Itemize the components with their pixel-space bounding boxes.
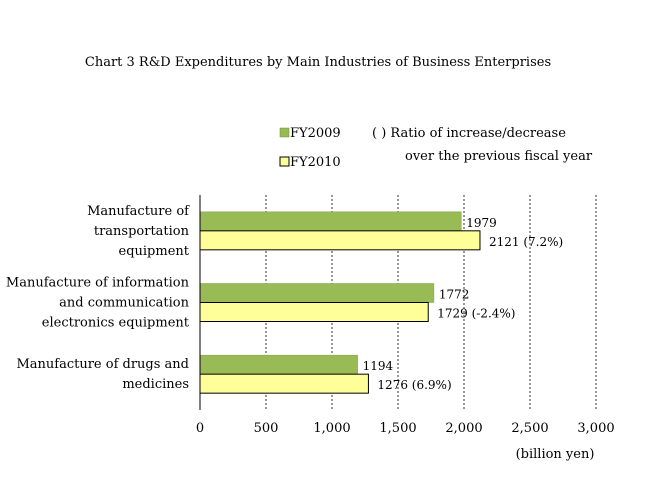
category-label: electronics equipment (42, 316, 190, 331)
category-label: Manufacture of information (6, 276, 190, 291)
bars (199, 211, 481, 394)
legend-note-line-1: ( ) Ratio of increase/decrease (372, 126, 566, 141)
value-label: 1276 (6.9%) (377, 378, 451, 392)
value-label: 2121 (7.2%) (489, 235, 563, 249)
x-tick-label: 2,000 (445, 421, 482, 436)
category-label: transportation (94, 224, 190, 239)
x-tick-labels: 0 500 1,000 1,500 2,000 2,500 3,000 (196, 421, 615, 436)
value-labels: 1979 2121 (7.2%) 1772 1729 (-2.4%) 1194 1276 … (363, 216, 564, 392)
chart-title: Chart 3 R&D Expenditures by Main Industr… (85, 55, 551, 70)
bar-fy2010-1 (199, 302, 429, 322)
bar-fy2009-0 (199, 211, 462, 232)
x-tick-label: 500 (254, 421, 279, 436)
category-label: Manufacture of (87, 204, 190, 219)
bar-fy2010-2 (199, 373, 369, 394)
value-label: 1729 (-2.4%) (437, 307, 515, 321)
value-label: 1772 (439, 288, 470, 302)
x-tick-label: 1,000 (313, 421, 350, 436)
legend-note-line-2: over the previous fiscal year (405, 149, 593, 164)
x-tick-label: 0 (196, 421, 204, 436)
category-label: and communication (59, 296, 189, 311)
legend-label-fy2010: FY2010 (290, 155, 341, 170)
category-label: medicines (122, 377, 189, 392)
bar-fy2009-2 (199, 354, 358, 375)
value-label: 1194 (363, 359, 394, 373)
value-label: 1979 (466, 216, 497, 230)
bar-fy2009-1 (199, 283, 435, 303)
category-label: equipment (119, 244, 190, 259)
legend-label-fy2009: FY2009 (290, 126, 341, 141)
x-tick-label: 1,500 (379, 421, 416, 436)
x-tick-label: 2,500 (511, 421, 548, 436)
legend-swatch-fy2010 (279, 156, 290, 167)
x-tick-label: 3,000 (577, 421, 614, 436)
bar-fy2010-0 (199, 230, 481, 251)
legend: FY2009 FY2010 ( ) Ratio of increase/decr… (279, 126, 593, 170)
legend-swatch-fy2009 (279, 127, 290, 138)
category-labels: Manufacture of transportation equipment Man… (6, 204, 190, 392)
category-label: Manufacture of drugs and (16, 357, 189, 372)
x-axis-label: (billion yen) (516, 447, 595, 462)
